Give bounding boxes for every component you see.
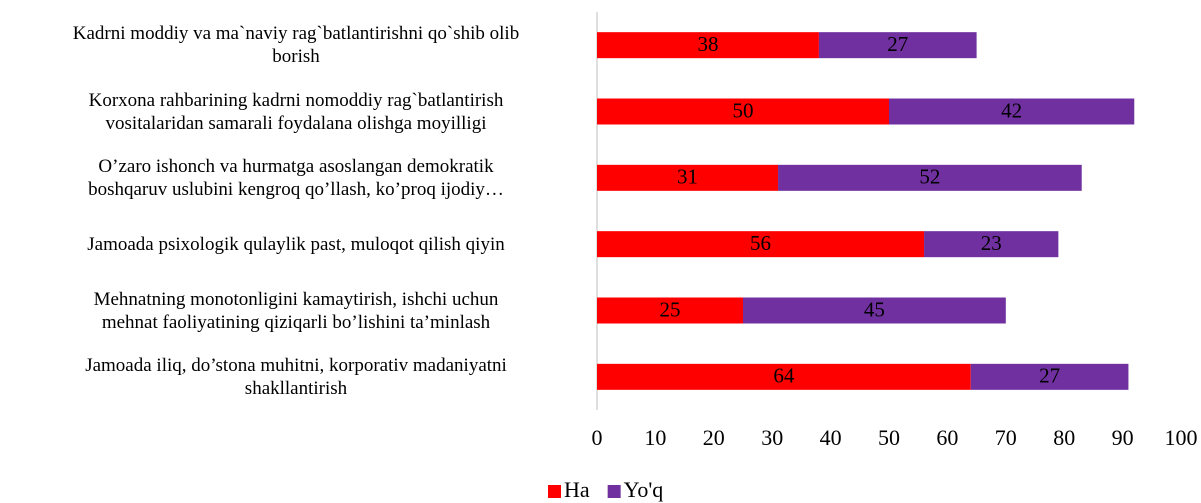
y-tick-label: Kadrni moddiy va ma`naviy rag`batlantiri… [72,23,520,68]
bar-segment [743,297,1006,324]
data-label: 31 [677,165,698,189]
bar-segment [597,32,819,59]
data-label: 56 [750,231,771,255]
bar-segment [778,164,1082,191]
bar-segment [818,32,977,59]
bar-segment [597,231,925,258]
bar-segment [889,98,1135,125]
y-tick-label: Jamoada psixologik qulaylik past, muloqo… [87,233,505,255]
bar-segment [597,297,743,324]
bar-segment [597,98,889,125]
data-label: 42 [1001,98,1022,122]
x-tick-label: 10 [644,425,666,450]
x-tick-label: 50 [878,425,900,450]
x-tick-label: 30 [761,425,783,450]
y-tick-label: Korxona rahbarining kadrni nomoddiy rag`… [88,89,504,134]
bar-segment [597,164,779,191]
y-tick-label: Mehnatning monotonligini kamaytirish, is… [93,288,499,333]
y-tick-label: O’zaro ishonch va hurmatga asoslangan de… [88,155,504,200]
y-tick-label: Jamoada iliq, do’stona muhitni, korporat… [85,354,507,399]
data-label: 52 [919,165,940,189]
data-label: 27 [1039,364,1060,388]
x-tick-label: 70 [995,425,1017,450]
data-label: 25 [660,297,681,321]
x-tick-label: 90 [1112,425,1134,450]
x-tick-label: 100 [1165,425,1198,450]
x-tick-label: 20 [703,425,725,450]
legend-swatch [607,485,621,498]
bar-segment [924,231,1059,258]
x-tick-label: 0 [592,425,603,450]
data-label: 45 [864,297,885,321]
legend-label: Ha [564,477,590,502]
legend-swatch [548,485,561,498]
data-label: 38 [697,32,718,56]
legend-label: Yo'q [624,477,664,502]
data-label: 50 [733,98,754,122]
x-tick-label: 80 [1053,425,1075,450]
data-label: 64 [773,364,795,388]
data-label: 23 [981,231,1002,255]
data-label: 27 [887,32,908,56]
bar-segment [970,363,1129,390]
x-tick-label: 40 [820,425,842,450]
bar-segment [597,363,971,390]
x-tick-label: 60 [936,425,958,450]
